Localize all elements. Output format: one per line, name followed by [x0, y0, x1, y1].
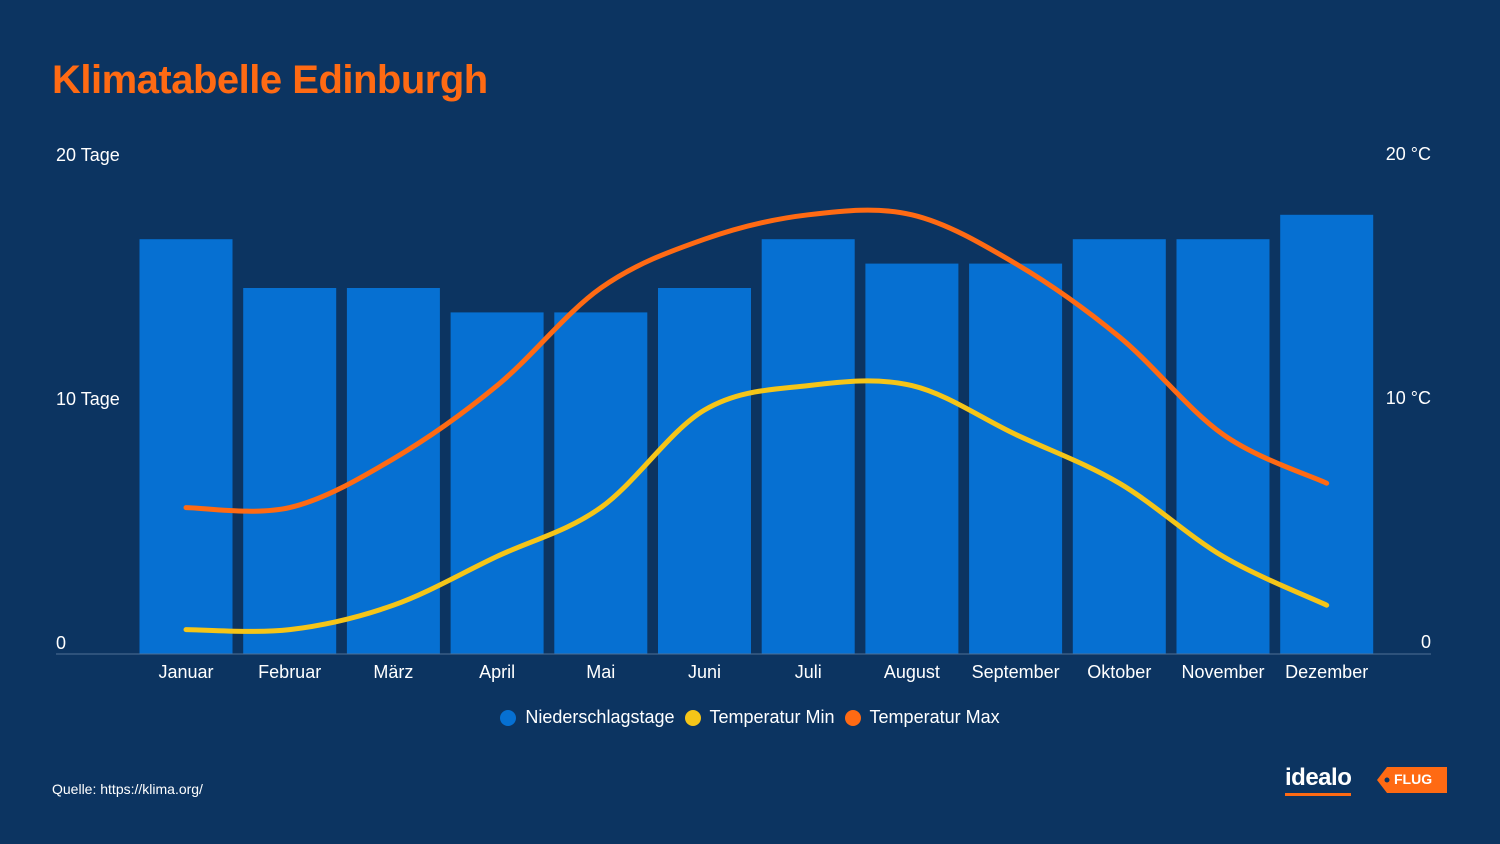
month-label-februar: Februar: [258, 662, 321, 682]
line-temp-max: [183, 207, 1330, 514]
legend: Niederschlagstage Temperatur Min Tempera…: [0, 707, 1500, 728]
right-axis-mid-label: 10 °C: [1386, 388, 1431, 408]
logo-tag-text: FLUG: [1394, 771, 1433, 787]
right-axis-zero-label: 0: [1421, 632, 1431, 652]
bar-mai: [554, 312, 648, 654]
month-label-juli: Juli: [795, 662, 822, 682]
legend-item-niederschlag: Niederschlagstage: [500, 707, 675, 728]
bar-september: [969, 263, 1063, 654]
month-label-november: November: [1181, 662, 1264, 682]
source-note: Quelle: https://klima.org/: [52, 781, 203, 797]
legend-item-temp-max: Temperatur Max: [844, 707, 1000, 728]
month-label-januar: Januar: [158, 662, 213, 682]
month-label-april: April: [479, 662, 515, 682]
chart-area: 20 Tage 10 Tage 0 20 °C 10 °C 0 Januar Fe…: [56, 144, 1431, 682]
month-label-september: September: [972, 662, 1060, 682]
month-labels: Januar Februar März April Mai Juni Juli August S…: [158, 662, 1368, 682]
legend-label-temp-min: Temperatur Min: [709, 707, 835, 727]
bar-august: [865, 263, 959, 654]
bar-januar: [139, 239, 233, 654]
month-label-august: August: [884, 662, 940, 682]
bar-april: [450, 312, 544, 654]
month-label-märz: März: [373, 662, 413, 682]
bar-februar: [243, 288, 337, 654]
legend-dot-temp-max: [844, 709, 861, 726]
left-axis-top-label: 20 Tage: [56, 145, 120, 165]
legend-item-temp-min: Temperatur Min: [684, 707, 835, 728]
bar-märz: [346, 288, 440, 654]
month-label-juni: Juni: [688, 662, 721, 682]
month-label-mai: Mai: [586, 662, 615, 682]
bar-november: [1176, 239, 1270, 654]
month-label-oktober: Oktober: [1087, 662, 1151, 682]
left-axis-zero-label: 0: [56, 633, 66, 653]
legend-dot-bars: [500, 709, 517, 726]
legend-label-niederschlag: Niederschlagstage: [525, 707, 675, 727]
right-axis-top-label: 20 °C: [1386, 144, 1431, 164]
bars-layer: [139, 214, 1374, 655]
legend-label-temp-max: Temperatur Max: [869, 707, 1000, 727]
bar-oktober: [1072, 239, 1166, 654]
logo-brand-text: idealo: [1285, 764, 1352, 796]
month-label-dezember: Dezember: [1285, 662, 1368, 682]
bar-juli: [761, 239, 855, 654]
line-temp-min: [183, 378, 1330, 634]
lines-layer: [183, 207, 1330, 634]
logo-tag-icon: [1377, 767, 1447, 793]
legend-dot-temp-min: [684, 709, 701, 726]
idealo-flug-logo: idealo FLUG: [1285, 764, 1447, 796]
bar-dezember: [1280, 214, 1374, 655]
bar-juni: [658, 288, 751, 654]
left-axis-mid-label: 10 Tage: [56, 389, 120, 409]
chart-title: Klimatabelle Edinburgh: [52, 58, 488, 102]
